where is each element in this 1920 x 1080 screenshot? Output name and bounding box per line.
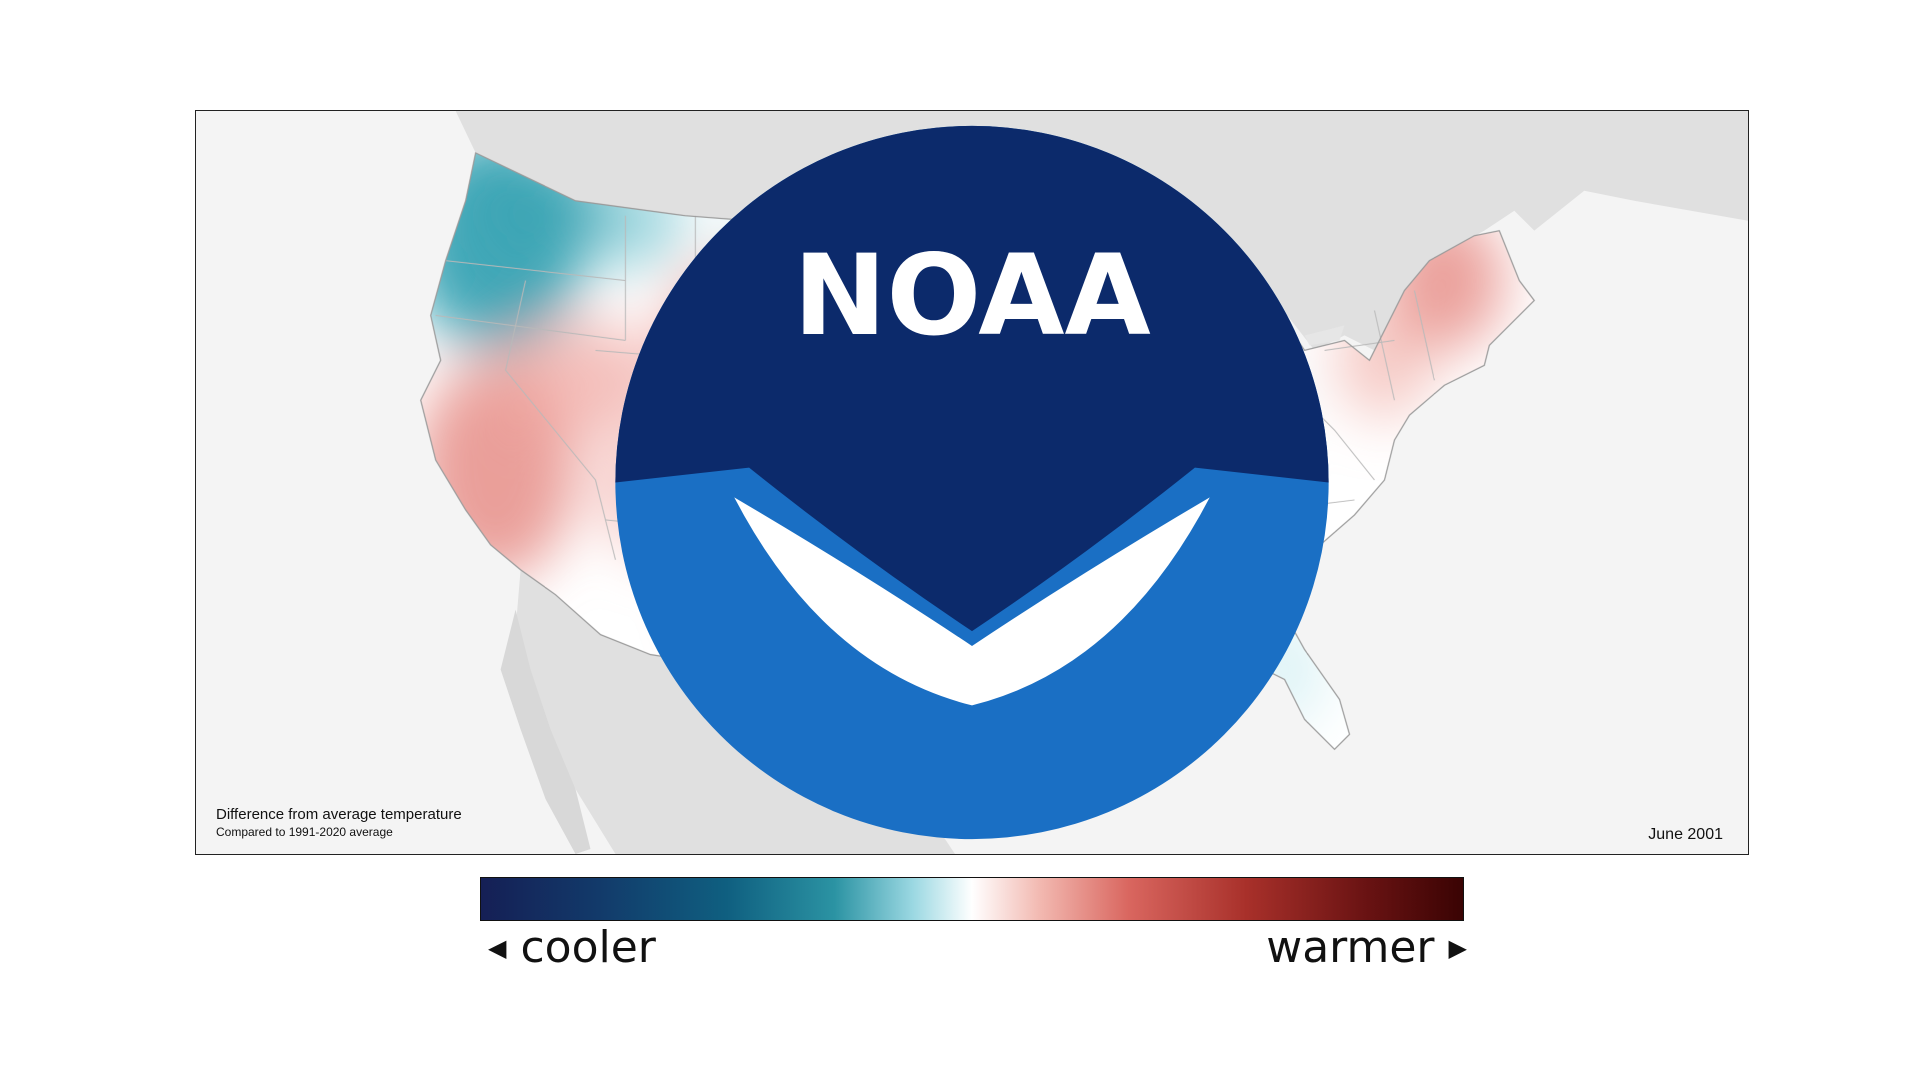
map-caption: Difference from average temperature Comp… xyxy=(216,806,462,840)
triangle-left-icon: ◀ xyxy=(488,933,507,962)
caption-subtitle: Compared to 1991-2020 average xyxy=(216,825,393,839)
us-outline xyxy=(420,152,1536,825)
legend-cooler: ◀ cooler xyxy=(488,922,656,973)
cooler-label: cooler xyxy=(520,922,656,973)
warmer-label: warmer xyxy=(1266,922,1435,973)
caption-title: Difference from average temperature xyxy=(216,806,462,824)
noaa-logo-text: NOAA xyxy=(793,232,1151,361)
map-date: June 2001 xyxy=(1648,826,1723,843)
canada-landmass xyxy=(455,111,1748,351)
legend-color-bar xyxy=(480,877,1464,921)
baja-peninsula xyxy=(500,609,591,854)
triangle-right-icon: ▶ xyxy=(1448,933,1467,962)
map-frame: Difference from average temperature Comp… xyxy=(195,110,1749,855)
noaa-logo-icon: NOAA xyxy=(615,125,1329,840)
legend-warmer: warmer ▶ xyxy=(1266,922,1467,973)
